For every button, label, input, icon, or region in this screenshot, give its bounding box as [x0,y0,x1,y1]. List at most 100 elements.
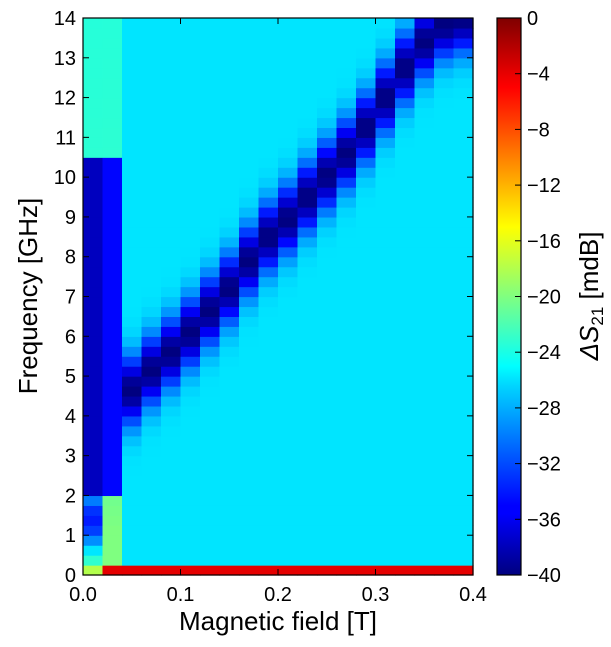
heatmap-cell [258,326,279,337]
heatmap-cell [453,326,474,337]
heatmap-cell [200,535,221,546]
heatmap-cell [356,246,377,258]
y-tick-label: 8 [65,247,76,269]
heatmap-cell [258,77,279,89]
heatmap-cell [180,316,201,327]
heatmap-cell [258,147,279,158]
heatmap-cell [395,316,416,327]
heatmap-cell [83,127,104,138]
heatmap-cell [102,246,123,258]
heatmap-cell [122,177,143,188]
heatmap-cell [453,465,474,477]
colorbar-tick-label: −40 [527,565,561,587]
heatmap-cell [434,87,455,99]
heatmap-cell [414,415,435,427]
heatmap-cell [278,475,299,487]
heatmap-cell [434,57,455,69]
heatmap-cell [395,405,416,417]
heatmap-cell [453,57,474,69]
heatmap-cell [83,336,104,347]
heatmap-cell [83,18,104,29]
heatmap-cell [278,266,299,278]
heatmap-cell [83,405,104,417]
heatmap-cell [102,127,123,138]
heatmap-cell [219,475,240,487]
heatmap-cell [102,276,123,288]
heatmap-cell [317,455,338,467]
heatmap-cell [102,435,123,447]
heatmap-cell [453,475,474,487]
heatmap-cell [336,117,357,129]
heatmap-cell [161,425,182,437]
heatmap-cell [453,107,474,119]
y-tick-label: 4 [65,406,76,428]
heatmap-cell [395,376,416,387]
heatmap-cell [258,246,279,258]
heatmap-cell [239,107,260,119]
heatmap-cell [336,87,357,99]
heatmap-cell [278,216,299,228]
heatmap-cell [278,545,299,556]
y-tick-label: 3 [65,446,76,468]
heatmap-cell [141,326,162,337]
heatmap-cell [141,555,162,566]
heatmap-cell [297,545,318,556]
heatmap-cell [453,206,474,218]
heatmap-cell [83,177,104,188]
heatmap-cell [180,515,201,526]
heatmap-cell [453,555,474,566]
heatmap-cell [239,555,260,566]
heatmap-cell [161,256,182,268]
heatmap-cell [239,455,260,467]
heatmap-cell [414,147,435,158]
heatmap-cell [317,197,338,208]
heatmap-cell [297,475,318,487]
heatmap-cell [141,545,162,556]
heatmap-cell [102,286,123,298]
heatmap-cell [83,515,104,526]
heatmap-cell [434,97,455,109]
heatmap-cell [336,226,357,238]
heatmap-cell [219,435,240,447]
heatmap-cell [258,286,279,298]
heatmap-cell [83,525,104,536]
heatmap-cell [395,197,416,208]
heatmap-cell [180,545,201,556]
heatmap-cell [395,286,416,298]
heatmap-cell [336,296,357,308]
heatmap-cell [395,236,416,248]
colorbar-ticks: 0 −4 −8 −12 −16 −20 −24 −28 −32 −36 −40 [515,8,561,587]
heatmap-cell [317,545,338,556]
heatmap-cell [395,545,416,556]
heatmap-cell [258,495,279,506]
heatmap-cell [375,67,396,79]
heatmap-cell [453,376,474,387]
heatmap-cell [317,485,338,497]
heatmap-cell [434,475,455,487]
heatmap-cell [434,545,455,556]
heatmap-cell [102,296,123,308]
heatmap-cell [141,495,162,506]
heatmap-cell [180,97,201,109]
heatmap-cell [356,236,377,248]
heatmap-cell [434,455,455,467]
heatmap-cell [375,27,396,39]
heatmap-cell [83,386,104,397]
heatmap-cell [258,256,279,268]
heatmap-cell [297,216,318,228]
heatmap-cell [453,167,474,178]
heatmap-cell [239,47,260,59]
heatmap-cell [336,395,357,407]
heatmap-cell [200,485,221,497]
heatmap-cell [102,157,123,168]
heatmap-cell [356,27,377,39]
heatmap-cell [161,127,182,138]
heatmap-cell [258,395,279,407]
heatmap-cell [395,117,416,129]
heatmap-cell [83,107,104,119]
heatmap-cell [414,197,435,208]
heatmap-cell [336,236,357,248]
heatmap-cell [200,226,221,238]
heatmap-cell [239,167,260,178]
colorbar-label: ΔS21 [mdB] [574,232,607,362]
